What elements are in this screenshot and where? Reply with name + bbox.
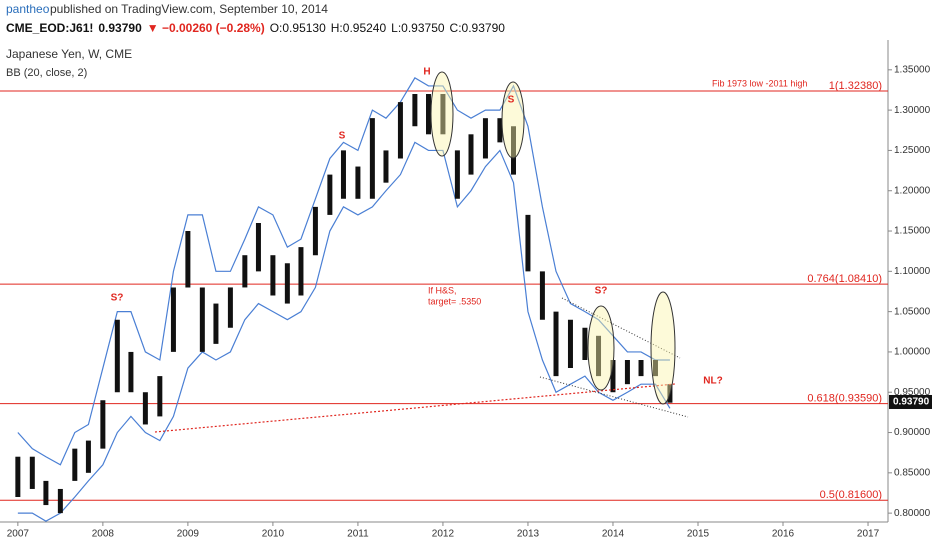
drawings bbox=[154, 71, 689, 433]
title: Japanese Yen, W, CME bbox=[6, 47, 132, 61]
y-tick-label: 1.20000 bbox=[894, 185, 931, 196]
y-tick-label: 0.90000 bbox=[894, 427, 931, 438]
ellipse bbox=[430, 71, 454, 157]
y-tick-label: 0.95000 bbox=[894, 387, 931, 398]
quote-part: 0.93790 bbox=[98, 21, 142, 35]
annotation: S bbox=[508, 95, 515, 106]
plot-area: 1(1.32380) 0.764(1.08410) 0.618(0.93590) 0.… bbox=[0, 77, 888, 522]
bollinger-band bbox=[17, 141, 671, 522]
x-tick-label: 2017 bbox=[857, 529, 880, 540]
fib-label: 0.764(1.08410) bbox=[807, 273, 882, 285]
x-tick-label: 2016 bbox=[772, 529, 795, 540]
y-tick-label: 0.85000 bbox=[894, 467, 931, 478]
fib-label: 0.618(0.93590) bbox=[807, 393, 882, 405]
quote-part: CME_EOD:J61! bbox=[6, 21, 93, 35]
quote-part: O:0.95130 bbox=[270, 21, 326, 35]
x-tick-label: 2010 bbox=[262, 529, 285, 540]
x-tick-label: 2013 bbox=[517, 529, 540, 540]
y-tick-label: 0.80000 bbox=[894, 508, 931, 519]
x-tick-label: 2009 bbox=[177, 529, 200, 540]
quote-part: ▼ −0.00260 (−0.28%) bbox=[147, 21, 265, 35]
y-tick-label: 1.25000 bbox=[894, 145, 931, 156]
published: published on TradingView.com, September … bbox=[50, 2, 328, 16]
y-tick-label: 1.10000 bbox=[894, 266, 931, 277]
annotation: target= .5350 bbox=[428, 296, 481, 306]
quote-line: CME_EOD:J61! 0.93790 ▼ −0.00260 (−0.28%) O:… bbox=[6, 21, 505, 35]
bollinger-band bbox=[17, 77, 670, 466]
fib-label: 0.5(0.81600) bbox=[820, 489, 882, 501]
y-tick-label: 1.00000 bbox=[894, 347, 931, 358]
y-tick-label: 1.05000 bbox=[894, 306, 931, 317]
subtitle: BB (20, close, 2) bbox=[6, 67, 87, 79]
fib-label: 1(1.32380) bbox=[829, 80, 882, 92]
ellipse bbox=[650, 291, 676, 405]
x-tick-label: 2012 bbox=[432, 529, 455, 540]
annotation: H bbox=[423, 67, 430, 78]
y-tick-label: 1.15000 bbox=[894, 226, 931, 237]
annotation: S? bbox=[111, 293, 124, 304]
x-tick-label: 2008 bbox=[92, 529, 115, 540]
y-tick-label: 1.35000 bbox=[894, 64, 931, 75]
last-price-label: 0.93790 bbox=[893, 397, 930, 408]
quote-part: L:0.93750 bbox=[391, 21, 445, 35]
annotation: S? bbox=[595, 286, 608, 297]
quote-part: H:0.95240 bbox=[331, 21, 387, 35]
annotation: Fib 1973 low -2011 high bbox=[712, 78, 807, 88]
last-price-box bbox=[889, 394, 932, 409]
ellipse bbox=[501, 81, 525, 159]
quote-part: C:0.93790 bbox=[450, 21, 506, 35]
user[interactable]: pantheo bbox=[6, 2, 50, 16]
annotation: If H&S, bbox=[428, 285, 457, 295]
y-tick-label: 1.30000 bbox=[894, 105, 931, 116]
x-tick-label: 2011 bbox=[347, 529, 369, 540]
annotation: S bbox=[339, 131, 346, 142]
x-tick-label: 2007 bbox=[7, 529, 30, 540]
ellipse bbox=[587, 305, 615, 391]
x-tick-label: 2014 bbox=[602, 529, 625, 540]
annotation: NL? bbox=[703, 376, 722, 387]
x-tick-label: 2015 bbox=[687, 529, 710, 540]
trend-line bbox=[561, 297, 681, 359]
neckline bbox=[154, 383, 676, 433]
